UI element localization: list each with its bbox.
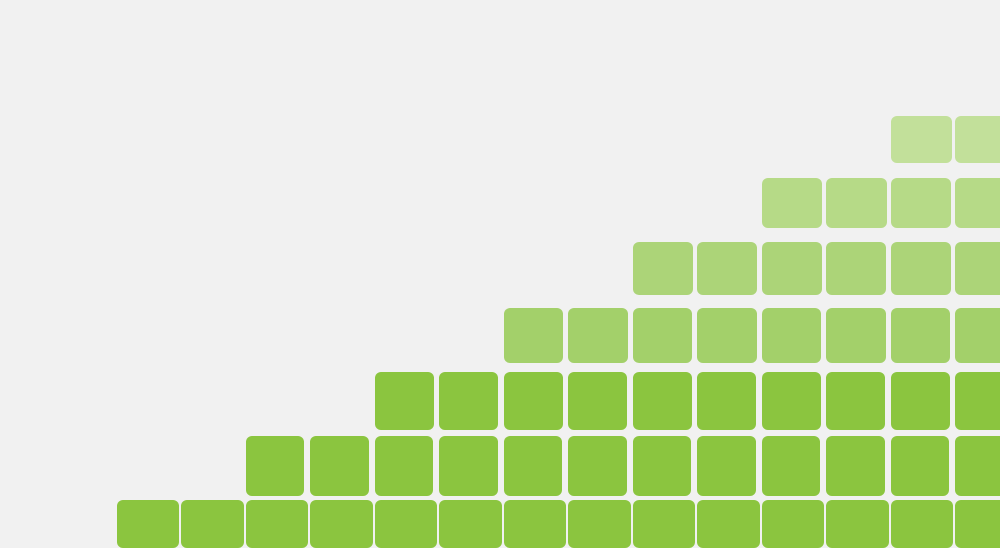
staircase-tile	[568, 372, 628, 430]
staircase-tile	[826, 500, 889, 548]
staircase-tile	[955, 372, 1000, 430]
staircase-tile	[890, 178, 952, 228]
staircase-tile	[826, 242, 887, 295]
staircase-tile	[697, 436, 756, 496]
staircase-tile	[697, 500, 760, 548]
staircase-tile	[632, 308, 693, 363]
staircase-tile	[826, 308, 886, 363]
staircase-tile	[503, 436, 562, 496]
staircase-tile	[761, 178, 823, 228]
staircase-tile	[761, 372, 821, 430]
staircase-tile	[955, 242, 1000, 295]
staircase-tile	[890, 116, 952, 163]
staircase-tile	[955, 178, 1000, 228]
staircase-tile	[761, 436, 820, 496]
staircase-tile	[761, 242, 822, 295]
staircase-tile	[632, 500, 695, 548]
staircase-tile	[890, 500, 953, 548]
staircase-tile	[310, 500, 373, 548]
staircase-tile	[181, 500, 244, 548]
staircase-tile	[374, 500, 437, 548]
staircase-tile	[439, 436, 498, 496]
staircase-tile	[374, 436, 433, 496]
staircase-tile	[697, 242, 758, 295]
staircase-tile	[955, 500, 1000, 548]
staircase-tile	[568, 500, 631, 548]
staircase-tile	[632, 372, 692, 430]
staircase-tile	[632, 242, 693, 295]
staircase-tile	[310, 436, 369, 496]
staircase-tile	[890, 308, 951, 363]
staircase-tile	[439, 500, 502, 548]
staircase-tile	[697, 308, 757, 363]
staircase-tile	[503, 500, 566, 548]
staircase-tile	[890, 372, 950, 430]
staircase-tile	[955, 116, 1000, 163]
staircase-tile	[890, 436, 949, 496]
staircase-tile	[245, 500, 308, 548]
staircase-tile	[116, 500, 179, 548]
staircase-tile	[955, 436, 1000, 496]
staircase-tile	[826, 436, 885, 496]
staircase-tile	[761, 308, 822, 363]
staircase-tile	[568, 308, 628, 363]
staircase-tile	[503, 308, 564, 363]
staircase-tile	[568, 436, 627, 496]
staircase-tile	[439, 372, 499, 430]
staircase-tile	[632, 436, 691, 496]
staircase-tile	[826, 372, 886, 430]
staircase-tile	[955, 308, 1000, 363]
staircase-tile	[890, 242, 951, 295]
staircase-tile	[761, 500, 824, 548]
staircase-tile	[697, 372, 757, 430]
staircase-tile	[374, 372, 434, 430]
staircase-tile	[826, 178, 887, 228]
staircase-tile	[503, 372, 563, 430]
staircase-tile	[245, 436, 304, 496]
